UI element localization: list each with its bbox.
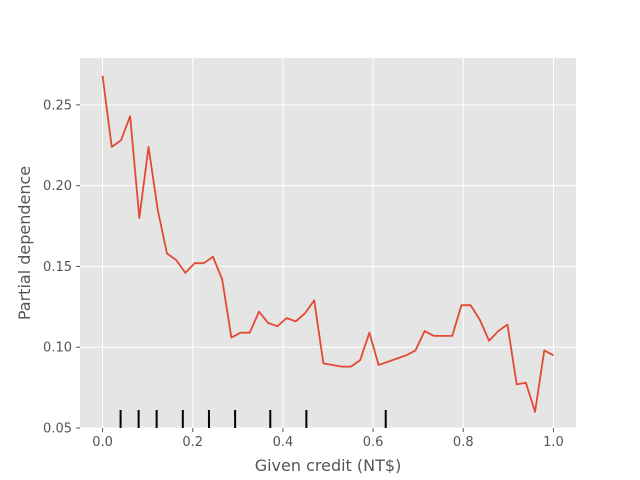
y-tick-label: 0.15	[43, 260, 72, 275]
x-tick-label: 0.0	[92, 435, 113, 450]
y-axis-label: Partial dependence	[15, 166, 34, 320]
x-tick-label: 1.0	[543, 435, 564, 450]
x-tick-label: 0.2	[182, 435, 203, 450]
plot-background	[80, 58, 576, 428]
x-axis-ticks: 0.0 0.2 0.4 0.6 0.8 1.0	[92, 428, 564, 450]
y-tick-label: 0.25	[43, 98, 72, 113]
grid-lines	[80, 58, 576, 429]
y-axis-ticks: 0.05 0.10 0.15 0.20 0.25	[43, 98, 80, 437]
x-axis-label: Given credit (NT$)	[255, 456, 402, 475]
x-tick-label: 0.8	[453, 435, 474, 450]
rug-marks	[119, 410, 387, 428]
series-line	[101, 75, 554, 413]
y-tick-label: 0.10	[43, 341, 72, 356]
y-tick-label: 0.05	[43, 422, 72, 437]
y-tick-label: 0.20	[43, 179, 72, 194]
x-tick-label: 0.6	[363, 435, 384, 450]
x-tick-label: 0.4	[273, 435, 294, 450]
